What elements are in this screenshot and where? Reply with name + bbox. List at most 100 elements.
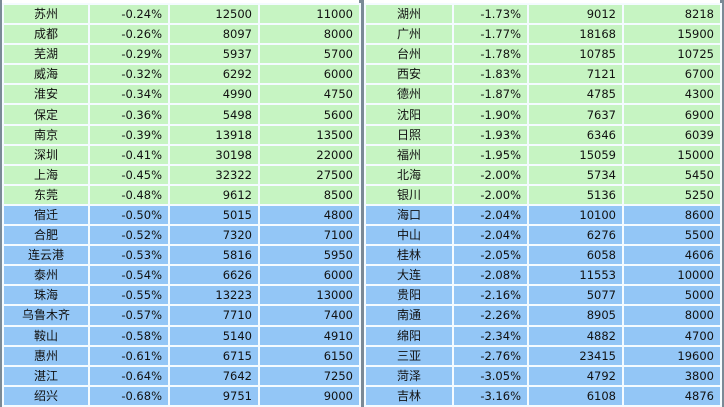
table-row: 东莞 -0.48% 9612 8500 bbox=[2, 183, 361, 206]
city-cell: 北海 bbox=[364, 163, 454, 186]
city-cell: 鞍山 bbox=[2, 324, 90, 347]
change-cell: -1.95% bbox=[452, 143, 529, 166]
value-a-cell: 4785 bbox=[527, 83, 624, 106]
value-a-cell: 7710 bbox=[168, 304, 260, 327]
value-a-cell: 5140 bbox=[168, 324, 260, 347]
change-cell: -1.83% bbox=[452, 63, 529, 86]
price-table-right: 湖州 -1.73% 9012 8218 广州 -1.77% 18168 15900 台州 -1.7… bbox=[364, 2, 722, 407]
city-cell: 珠海 bbox=[2, 284, 90, 307]
city-cell: 海口 bbox=[364, 203, 454, 227]
city-cell: 成都 bbox=[2, 23, 90, 46]
city-cell: 宿迁 bbox=[2, 203, 90, 227]
value-a-cell: 18168 bbox=[527, 23, 624, 46]
city-cell: 绍兴 bbox=[2, 384, 90, 407]
value-a-cell: 6292 bbox=[168, 63, 260, 86]
value-a-cell: 5937 bbox=[168, 43, 260, 66]
value-b-cell: 5700 bbox=[258, 43, 361, 66]
city-cell: 日照 bbox=[364, 123, 454, 146]
city-cell: 菏泽 bbox=[364, 364, 454, 387]
value-a-cell: 7121 bbox=[527, 63, 624, 86]
value-a-cell: 9612 bbox=[168, 183, 260, 206]
price-table-left: 苏州 -0.24% 12500 11000 成都 -0.26% 8097 8000 芜湖 -0.2… bbox=[2, 2, 361, 407]
value-b-cell: 3800 bbox=[622, 364, 722, 387]
value-b-cell: 5950 bbox=[258, 244, 361, 267]
city-cell: 连云港 bbox=[2, 244, 90, 267]
table-row: 芜湖 -0.29% 5937 5700 bbox=[2, 43, 361, 66]
value-b-cell: 5600 bbox=[258, 103, 361, 126]
city-cell: 中山 bbox=[364, 224, 454, 247]
value-a-cell: 6108 bbox=[527, 384, 624, 407]
city-cell: 合肥 bbox=[2, 224, 90, 247]
change-cell: -2.26% bbox=[452, 304, 529, 327]
change-cell: -0.55% bbox=[88, 284, 170, 307]
value-b-cell: 4606 bbox=[622, 244, 722, 267]
value-a-cell: 13918 bbox=[168, 123, 260, 146]
change-cell: -2.16% bbox=[452, 284, 529, 307]
table-row: 上海 -0.45% 32322 27500 bbox=[2, 163, 361, 186]
value-b-cell: 13000 bbox=[258, 284, 361, 307]
change-cell: -0.53% bbox=[88, 244, 170, 267]
value-a-cell: 5015 bbox=[168, 203, 260, 227]
value-a-cell: 10785 bbox=[527, 43, 624, 66]
table-row: 广州 -1.77% 18168 15900 bbox=[364, 23, 722, 46]
city-cell: 桂林 bbox=[364, 244, 454, 267]
table-row: 湛江 -0.64% 7642 7250 bbox=[2, 364, 361, 387]
city-cell: 深圳 bbox=[2, 143, 90, 166]
value-b-cell: 7100 bbox=[258, 224, 361, 247]
value-b-cell: 15900 bbox=[622, 23, 722, 46]
value-a-cell: 5077 bbox=[527, 284, 624, 307]
value-a-cell: 9751 bbox=[168, 384, 260, 407]
table-row: 三亚 -2.76% 23415 19600 bbox=[364, 344, 722, 367]
table-row: 珠海 -0.55% 13223 13000 bbox=[2, 284, 361, 307]
value-b-cell: 5250 bbox=[622, 183, 722, 206]
change-cell: -2.00% bbox=[452, 183, 529, 206]
value-a-cell: 6276 bbox=[527, 224, 624, 247]
value-b-cell: 10725 bbox=[622, 43, 722, 66]
city-cell: 芜湖 bbox=[2, 43, 90, 66]
value-b-cell: 9000 bbox=[258, 384, 361, 407]
value-a-cell: 12500 bbox=[168, 2, 260, 26]
table-row: 泰州 -0.54% 6626 6000 bbox=[2, 264, 361, 287]
change-cell: -0.64% bbox=[88, 364, 170, 387]
value-b-cell: 7400 bbox=[258, 304, 361, 327]
value-b-cell: 8000 bbox=[622, 304, 722, 327]
value-b-cell: 11000 bbox=[258, 2, 361, 26]
city-cell: 东莞 bbox=[2, 183, 90, 206]
city-cell: 湖州 bbox=[364, 2, 454, 26]
table-row: 绍兴 -0.68% 9751 9000 bbox=[2, 384, 361, 407]
city-cell: 威海 bbox=[2, 63, 90, 86]
value-b-cell: 4750 bbox=[258, 83, 361, 106]
value-b-cell: 6039 bbox=[622, 123, 722, 146]
value-a-cell: 7637 bbox=[527, 103, 624, 126]
value-a-cell: 6626 bbox=[168, 264, 260, 287]
value-b-cell: 7250 bbox=[258, 364, 361, 387]
city-cell: 银川 bbox=[364, 183, 454, 206]
change-cell: -1.77% bbox=[452, 23, 529, 46]
value-a-cell: 5498 bbox=[168, 103, 260, 126]
table-row: 台州 -1.78% 10785 10725 bbox=[364, 43, 722, 66]
change-cell: -0.32% bbox=[88, 63, 170, 86]
city-cell: 泰州 bbox=[2, 264, 90, 287]
value-a-cell: 32322 bbox=[168, 163, 260, 186]
table-row: 乌鲁木齐 -0.57% 7710 7400 bbox=[2, 304, 361, 327]
change-cell: -2.08% bbox=[452, 264, 529, 287]
table-row: 威海 -0.32% 6292 6000 bbox=[2, 63, 361, 86]
value-b-cell: 4300 bbox=[622, 83, 722, 106]
value-a-cell: 11553 bbox=[527, 264, 624, 287]
change-cell: -1.78% bbox=[452, 43, 529, 66]
right-table-panel: 湖州 -1.73% 9012 8218 广州 -1.77% 18168 15900 台州 -1.7… bbox=[364, 0, 722, 407]
value-b-cell: 4700 bbox=[622, 324, 722, 347]
value-a-cell: 10100 bbox=[527, 203, 624, 227]
value-a-cell: 5734 bbox=[527, 163, 624, 186]
value-a-cell: 8905 bbox=[527, 304, 624, 327]
change-cell: -0.34% bbox=[88, 83, 170, 106]
value-a-cell: 15059 bbox=[527, 143, 624, 166]
city-cell: 南京 bbox=[2, 123, 90, 146]
table-row: 德州 -1.87% 4785 4300 bbox=[364, 83, 722, 106]
change-cell: -0.61% bbox=[88, 344, 170, 367]
value-b-cell: 5450 bbox=[622, 163, 722, 186]
city-cell: 大连 bbox=[364, 264, 454, 287]
change-cell: -2.00% bbox=[452, 163, 529, 186]
value-b-cell: 8218 bbox=[622, 2, 722, 26]
table-row: 宿迁 -0.50% 5015 4800 bbox=[2, 203, 361, 227]
